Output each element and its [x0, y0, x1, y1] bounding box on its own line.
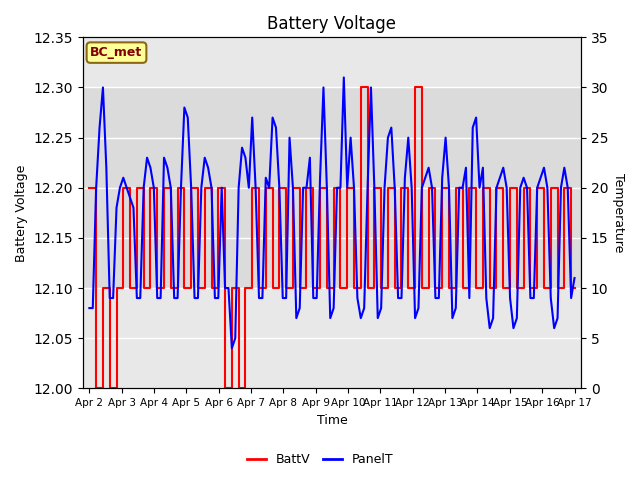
- X-axis label: Time: Time: [317, 414, 348, 427]
- Y-axis label: Temperature: Temperature: [612, 173, 625, 252]
- Title: Battery Voltage: Battery Voltage: [268, 15, 396, 33]
- Legend: BattV, PanelT: BattV, PanelT: [242, 448, 398, 471]
- Text: BC_met: BC_met: [90, 46, 143, 59]
- Bar: [83, 87, 581, 288]
- Y-axis label: Battery Voltage: Battery Voltage: [15, 164, 28, 262]
